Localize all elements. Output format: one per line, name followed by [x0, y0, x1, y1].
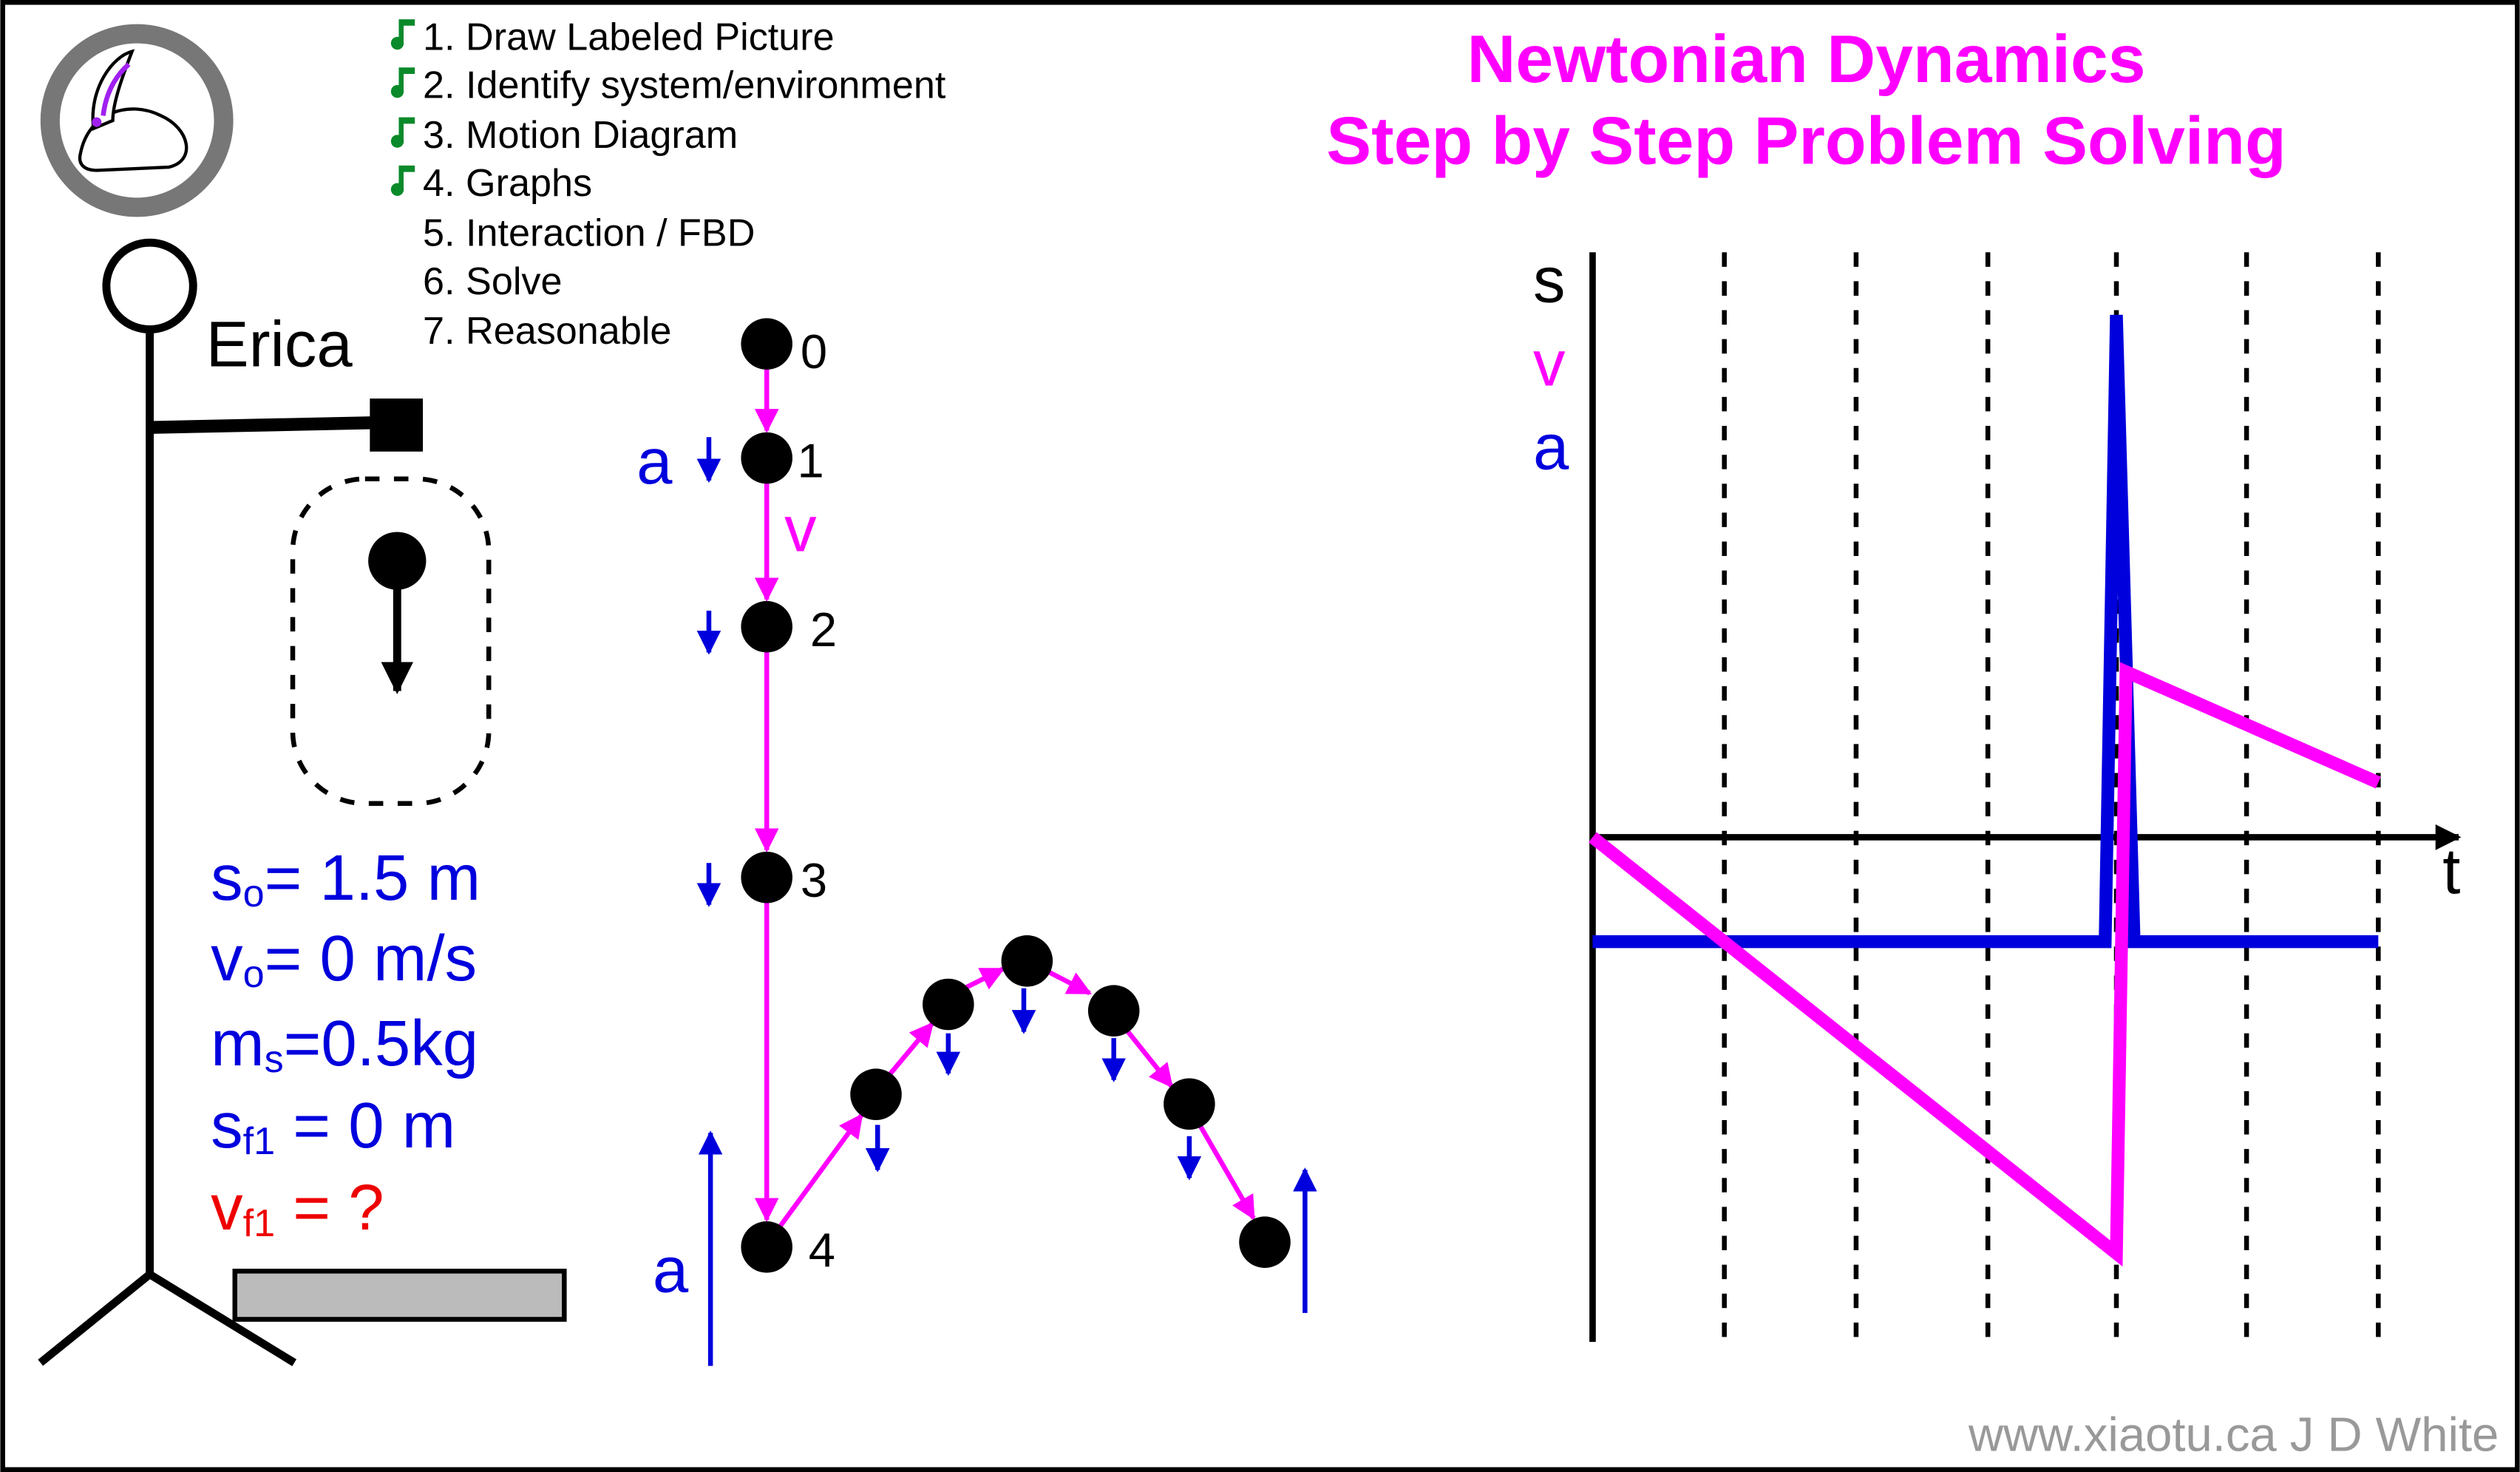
given: sf1 = 0 m	[211, 1090, 455, 1163]
system-ball	[368, 532, 427, 590]
step-list: 1. Draw Labeled Picture 2. Identify syst…	[390, 16, 946, 353]
accel-label: a	[636, 426, 673, 498]
point-label: 3	[801, 853, 827, 907]
velocity-curve	[1589, 662, 2381, 1267]
text-part: o	[243, 953, 265, 996]
step: 1. Draw Labeled Picture	[423, 16, 835, 58]
stick-figure	[38, 238, 378, 1366]
given: so= 1.5 m	[211, 842, 480, 915]
step: 7. Reasonable	[423, 310, 671, 353]
text-part: m	[211, 1008, 264, 1079]
text-part: = 0 m	[275, 1090, 455, 1161]
text-part: = 1.5 m	[265, 842, 480, 914]
text-part: v	[211, 1172, 243, 1244]
step: 5. Interaction / FBD	[423, 212, 755, 255]
accel-label: a	[653, 1235, 689, 1306]
v-label: v	[1533, 328, 1566, 400]
credit: www.xiaotu.ca J D White	[1968, 1408, 2499, 1462]
held-ball	[370, 398, 424, 452]
person-name: Erica	[206, 309, 353, 381]
accel-curve	[1592, 314, 2379, 949]
text-part: =0.5kg	[284, 1008, 478, 1079]
text-part: s	[211, 842, 242, 914]
step: 2. Identify system/environment	[423, 64, 946, 107]
title: Newtonian Dynamics	[1467, 21, 2145, 97]
text-part: s	[265, 1038, 284, 1081]
point-label: 4	[809, 1223, 835, 1277]
text-part: s	[211, 1090, 242, 1161]
t-label: t	[2442, 836, 2460, 908]
text-part: f1	[243, 1201, 276, 1244]
logo	[40, 24, 234, 217]
unknown: vf1 = ?	[211, 1172, 384, 1245]
step: 6. Solve	[423, 260, 562, 303]
point-label: 2	[810, 603, 837, 657]
text-part: f1	[243, 1120, 276, 1163]
check-icons	[390, 19, 415, 196]
given: vo= 0 m/s	[211, 923, 477, 996]
text-part: o	[243, 872, 265, 915]
step: 3. Motion Diagram	[423, 114, 738, 157]
text-part: = 0 m/s	[265, 923, 477, 994]
graph: s v a t	[1533, 245, 2462, 1342]
point-label: 1	[798, 434, 824, 488]
s-label: s	[1533, 245, 1565, 316]
a-label: a	[1533, 412, 1569, 484]
motion-diagram: 0 1 2 3 4 a v a	[636, 318, 1317, 1366]
text-part: v	[211, 923, 243, 994]
floor	[232, 1269, 567, 1322]
accel-arrows	[696, 437, 1317, 1366]
title: Step by Step Problem Solving	[1326, 104, 2286, 179]
givens: so= 1.5 m vo= 0 m/s ms=0.5kg sf1 = 0 m v…	[211, 842, 480, 1244]
positions	[741, 318, 1291, 1273]
given: ms=0.5kg	[211, 1008, 478, 1081]
step: 4. Graphs	[423, 162, 592, 205]
point-label: 0	[801, 325, 827, 379]
text-part: = ?	[275, 1172, 384, 1244]
velocity-label: v	[784, 494, 817, 566]
